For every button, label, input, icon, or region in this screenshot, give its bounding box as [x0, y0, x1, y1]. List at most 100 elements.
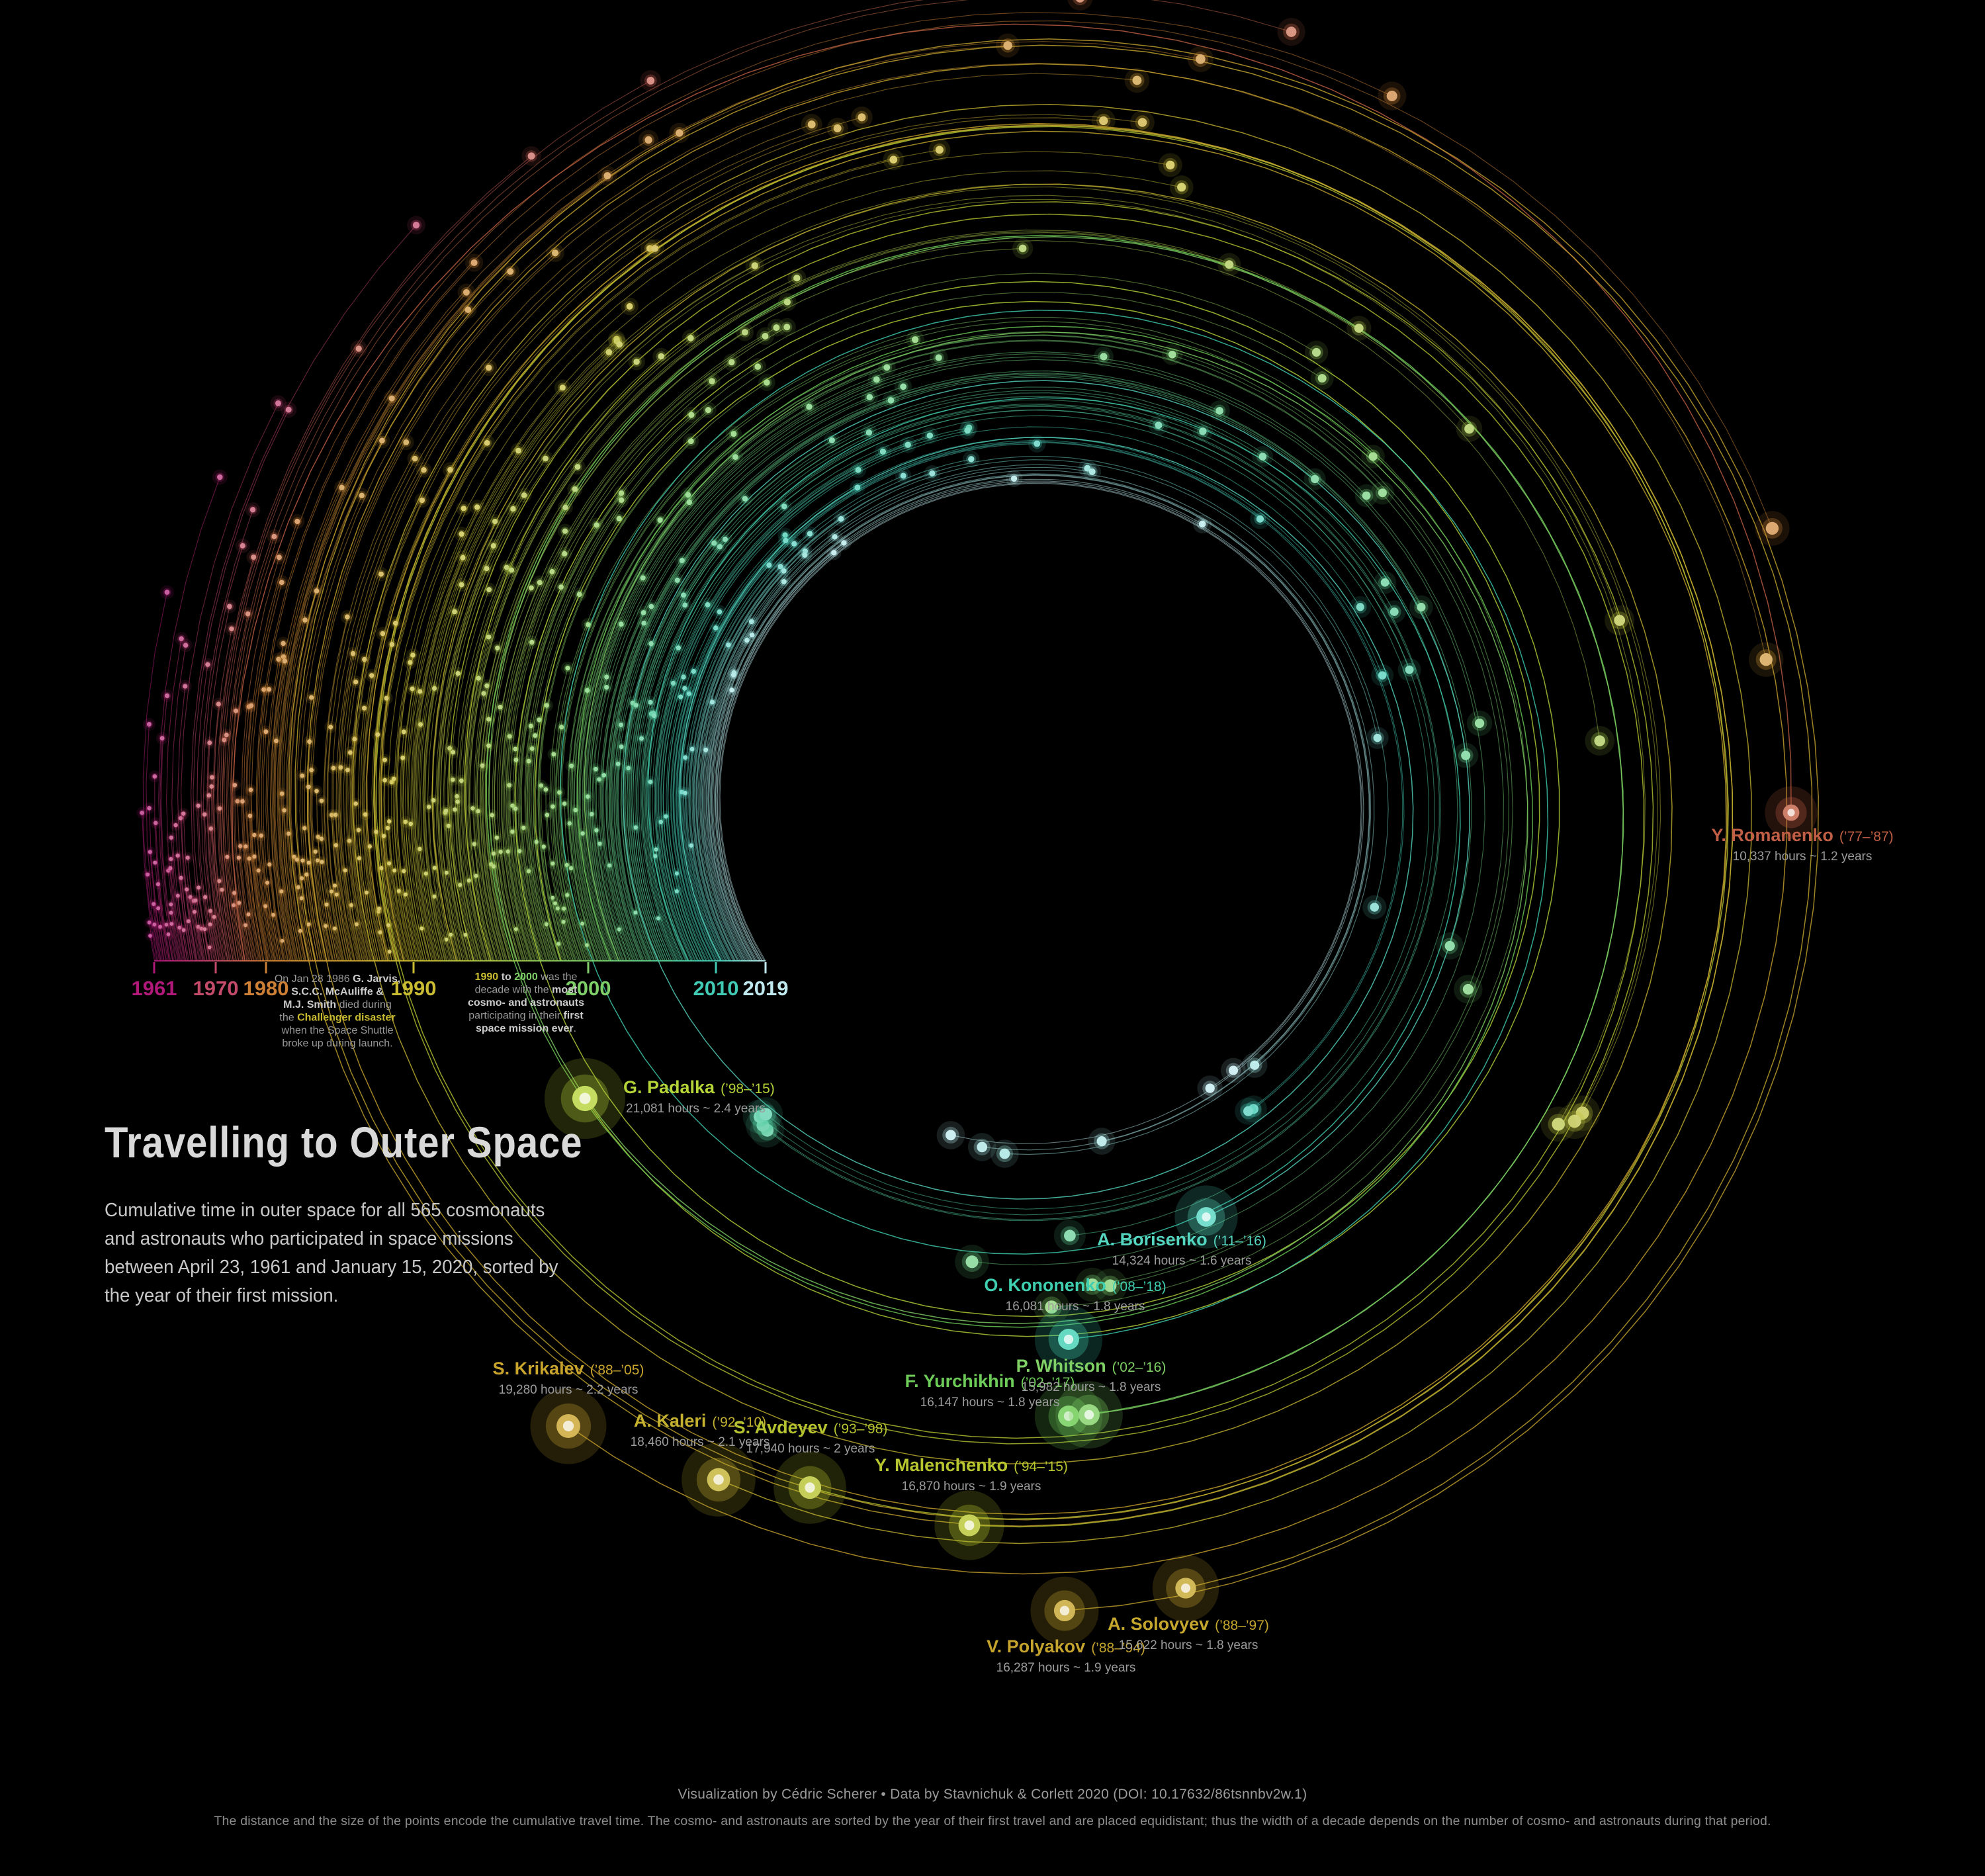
person-dot: [449, 932, 453, 937]
person-arc: [354, 117, 1104, 961]
annotation-line: space mission ever.: [476, 1023, 576, 1034]
person-arc: [201, 928, 208, 961]
person-dot: [207, 945, 212, 950]
person-dot: [604, 684, 609, 690]
person-dot: [356, 828, 361, 832]
person-dot: [418, 689, 423, 694]
person-dot: [605, 349, 613, 355]
person-dot: [865, 429, 873, 436]
person-arc: [301, 898, 314, 961]
person-arc: [279, 175, 608, 961]
person-dot: [388, 395, 395, 402]
person-arc: [479, 301, 788, 961]
person-dot: [889, 156, 898, 164]
person-dot: [279, 791, 285, 796]
person-arc: [700, 621, 752, 961]
person-dot: [339, 484, 345, 490]
person-arc: [492, 707, 518, 961]
person-dot: [858, 113, 866, 122]
person-dot: [376, 907, 381, 911]
person-dot: [1765, 521, 1779, 535]
person-dot: [276, 555, 282, 560]
person-arc: [181, 877, 194, 961]
person-dot: [900, 383, 907, 390]
person-dot: [431, 798, 436, 803]
person-arc: [520, 493, 622, 961]
person-arc: [564, 803, 594, 961]
person-arc: [478, 811, 503, 961]
person-dot: [783, 537, 789, 543]
person-arc: [281, 940, 287, 961]
person-dot: [220, 887, 224, 892]
person-arc: [688, 749, 730, 961]
person-arc: [484, 247, 1023, 961]
person-arc: [596, 359, 1485, 1266]
person-arc: [583, 357, 939, 961]
decade-label: 2010: [693, 977, 739, 1000]
page-title: Travelling to Outer Space: [105, 1118, 583, 1167]
person-arc: [610, 400, 891, 961]
person-dot: [1461, 750, 1471, 760]
person-dot: [333, 843, 338, 848]
person-dot: [807, 531, 813, 537]
person-dot: [604, 674, 609, 680]
person-dot: [181, 811, 186, 816]
person-arc: [279, 132, 680, 961]
person-arc: [402, 533, 463, 961]
person-dot: [616, 515, 622, 521]
glow-mid: [1073, 0, 1088, 6]
person-arc: [658, 427, 969, 961]
astronaut-label: A. Kaleri (’92–’10): [634, 1411, 766, 1431]
person-dot: [374, 829, 378, 834]
person-dot: [185, 856, 190, 860]
person-dot: [386, 819, 392, 824]
person-dot: [728, 359, 735, 366]
person-dot: [319, 836, 324, 841]
person-arc: [334, 885, 349, 961]
person-dot: [208, 922, 212, 926]
person-dot: [145, 872, 150, 877]
person-arc: [630, 539, 726, 961]
person-dot: [551, 861, 555, 866]
person-arc: [504, 553, 565, 961]
person-dot: [350, 650, 356, 656]
person-dot: [1405, 665, 1414, 674]
person-arc: [361, 633, 383, 961]
person-dot: [494, 835, 499, 840]
person-arc: [325, 926, 333, 961]
person-arc: [159, 926, 167, 961]
subtitle-line: Cumulative time in outer space for all 5…: [105, 1200, 545, 1221]
person-dot: [1444, 940, 1455, 952]
person-dot: [304, 872, 309, 877]
person-arc: [431, 195, 1620, 961]
person-arc: [524, 500, 622, 961]
person-dot: [529, 746, 535, 751]
person-arc: [655, 451, 883, 961]
person-dot: [594, 828, 599, 832]
person-dot: [1311, 474, 1319, 484]
person-arc: [148, 808, 165, 961]
person-dot: [481, 691, 486, 696]
person-arc: [497, 327, 777, 961]
person-arc: [167, 934, 173, 961]
person-dot: [1380, 578, 1390, 587]
person-arc: [616, 764, 650, 961]
person-dot: [717, 609, 723, 615]
person-dot: [968, 456, 975, 463]
person-dot: [185, 887, 189, 892]
person-arc: [310, 770, 330, 961]
person-arc: [609, 373, 1472, 961]
person-dot: [569, 763, 574, 768]
person-arc: [556, 727, 586, 961]
person-dot: [576, 592, 582, 598]
person-arc: [281, 45, 1008, 961]
person-dot: [266, 687, 272, 692]
person-arc: [349, 840, 369, 961]
person-arc: [599, 396, 870, 961]
person-dot: [1084, 465, 1091, 472]
person-arc: [711, 474, 1370, 1142]
person-arc: [255, 690, 274, 961]
person-dot: [529, 639, 535, 645]
person-arc: [142, 592, 168, 961]
person-arc: [419, 848, 440, 961]
